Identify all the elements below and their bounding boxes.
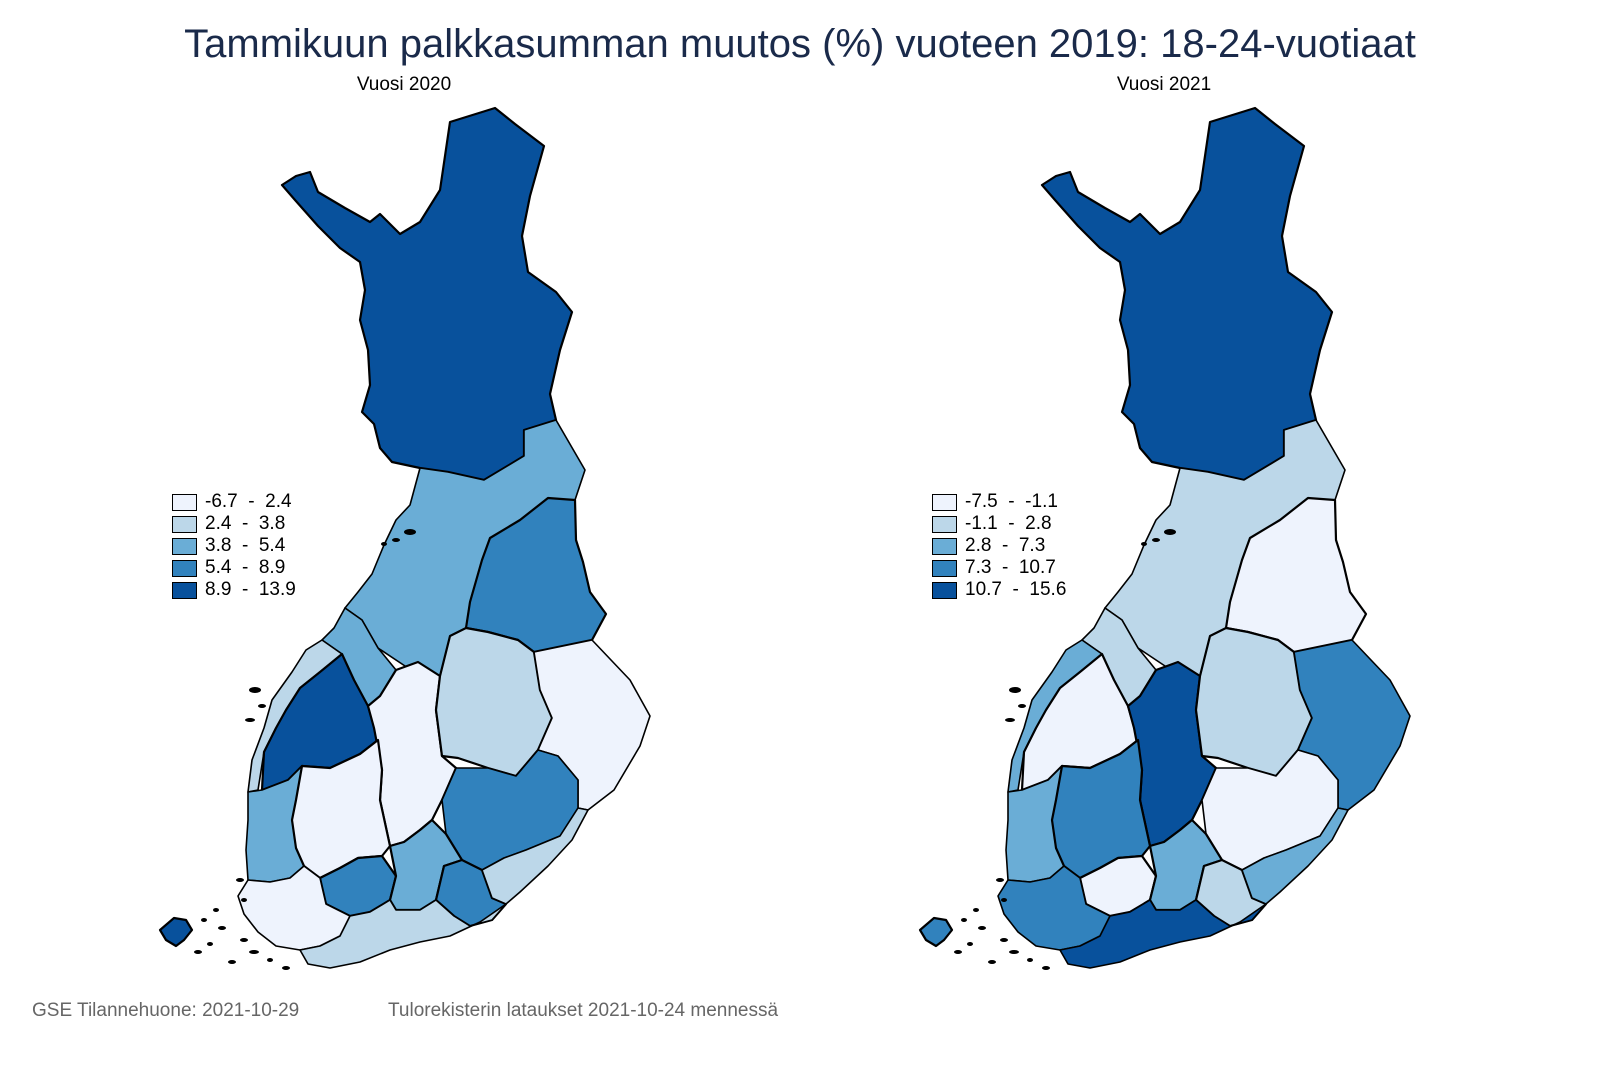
island-mark — [961, 918, 967, 922]
legend-swatch — [932, 559, 957, 577]
map-2021 — [918, 106, 1411, 970]
island-mark — [1000, 938, 1008, 942]
island-mark — [381, 542, 387, 546]
legend-swatch — [172, 537, 197, 555]
legend-item: 10.7 - 15.6 — [932, 579, 1066, 601]
legend-label: -6.7 - 2.4 — [205, 491, 292, 512]
island-mark — [282, 966, 290, 970]
island-mark — [249, 950, 259, 954]
legend-label: 2.8 - 7.3 — [965, 535, 1046, 556]
legend-swatch — [932, 515, 957, 533]
legend-swatch — [172, 559, 197, 577]
legend-swatch — [932, 581, 957, 599]
chart-title: Tammikuun palkkasumman muutos (%) vuotee… — [184, 22, 1416, 66]
island-mark — [236, 878, 244, 882]
island-mark — [988, 960, 996, 964]
island-mark — [404, 529, 416, 535]
region-ahvenanmaa — [158, 916, 194, 948]
island-mark — [1141, 542, 1147, 546]
island-mark — [1042, 966, 1050, 970]
legend-item: -7.5 - -1.1 — [932, 491, 1066, 513]
island-mark — [240, 938, 248, 942]
island-mark — [954, 950, 962, 954]
legend-item: 8.9 - 13.9 — [172, 579, 296, 601]
island-mark — [1027, 958, 1033, 962]
legend-label: 8.9 - 13.9 — [205, 579, 296, 600]
island-mark — [267, 958, 273, 962]
footer-note: Tulorekisterin lataukset 2021-10-24 menn… — [388, 1000, 779, 1021]
legend-label: 5.4 - 8.9 — [205, 557, 286, 578]
island-mark — [996, 878, 1004, 882]
legend-label: -1.1 - 2.8 — [965, 513, 1052, 534]
legend-swatch — [172, 515, 197, 533]
island-mark — [1152, 538, 1160, 542]
footer-source: GSE Tilannehuone: 2021-10-29 — [32, 1000, 300, 1021]
region-uusimaa — [299, 899, 507, 969]
region-lappi — [280, 106, 574, 482]
island-mark — [241, 898, 247, 902]
island-mark — [978, 926, 986, 930]
region-etela-karjala — [1241, 807, 1349, 905]
island-mark — [392, 538, 400, 542]
island-mark — [1164, 529, 1176, 535]
legend-item: -1.1 - 2.8 — [932, 513, 1066, 535]
legend-item: -6.7 - 2.4 — [172, 491, 296, 513]
legend-item: 7.3 - 10.7 — [932, 557, 1066, 579]
region-lappi — [1040, 106, 1334, 482]
region-ahvenanmaa — [918, 916, 954, 948]
region-etela-karjala — [481, 807, 589, 905]
legend-swatch — [172, 493, 197, 511]
island-mark — [201, 918, 207, 922]
legend-swatch — [932, 493, 957, 511]
island-mark — [1009, 687, 1021, 693]
map-2020 — [158, 106, 651, 970]
island-mark — [245, 718, 255, 722]
island-mark — [1001, 898, 1007, 902]
island-mark — [218, 926, 226, 930]
legend-label: 7.3 - 10.7 — [965, 557, 1056, 578]
island-mark — [967, 942, 973, 946]
island-mark — [258, 704, 266, 708]
legend-2020: -6.7 - 2.4 2.4 - 3.8 3.8 - 5.4 5.4 - 8.9… — [172, 491, 296, 601]
legend-label: 3.8 - 5.4 — [205, 535, 286, 556]
island-mark — [194, 950, 202, 954]
island-mark — [1018, 704, 1026, 708]
map-subtitle-2021: Vuosi 2021 — [1116, 74, 1212, 95]
legend-item: 2.4 - 3.8 — [172, 513, 296, 535]
region-uusimaa — [1059, 899, 1267, 969]
legend-label: 10.7 - 15.6 — [965, 579, 1067, 600]
legend-item: 2.8 - 7.3 — [932, 535, 1066, 557]
legend-label: 2.4 - 3.8 — [205, 513, 286, 534]
island-mark — [1005, 718, 1015, 722]
legend-swatch — [932, 537, 957, 555]
legend-label: -7.5 - -1.1 — [965, 491, 1058, 512]
island-mark — [213, 908, 219, 912]
legend-2021: -7.5 - -1.1 -1.1 - 2.8 2.8 - 7.3 7.3 - 1… — [932, 491, 1066, 601]
island-mark — [973, 908, 979, 912]
legend-swatch — [172, 581, 197, 599]
island-mark — [1009, 950, 1019, 954]
map-subtitle-2020: Vuosi 2020 — [356, 74, 452, 95]
legend-item: 3.8 - 5.4 — [172, 535, 296, 557]
island-mark — [207, 942, 213, 946]
island-mark — [249, 687, 261, 693]
legend-item: 5.4 - 8.9 — [172, 557, 296, 579]
island-mark — [228, 960, 236, 964]
